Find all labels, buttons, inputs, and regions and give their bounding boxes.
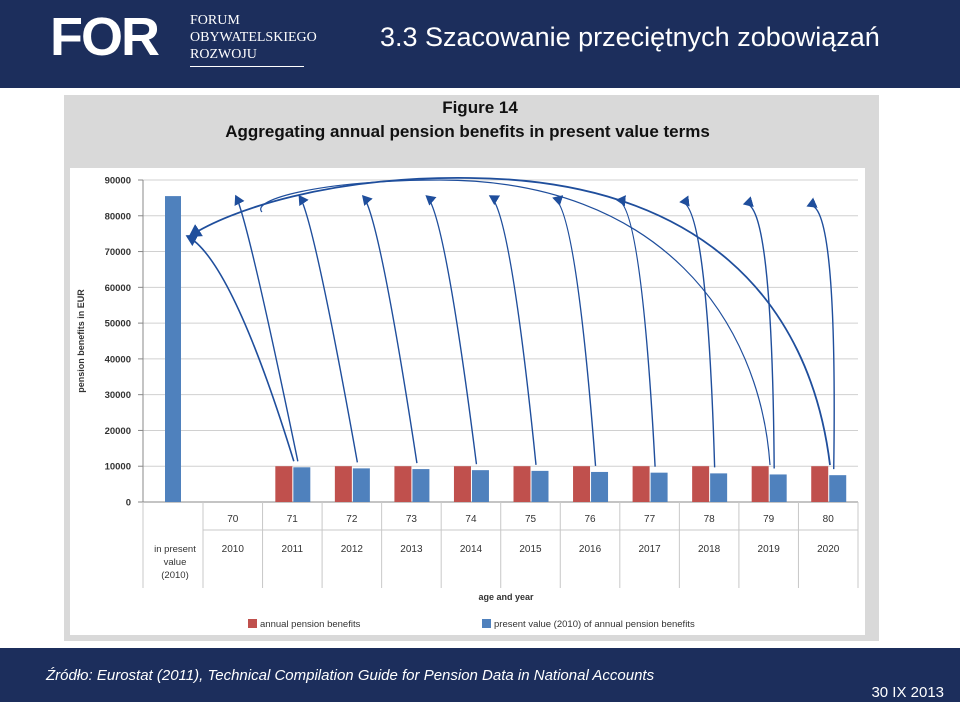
y-tick-label: 70000 xyxy=(105,247,131,258)
year-label: 2016 xyxy=(579,544,602,555)
header: FOR FORUM OBYWATELSKIEGO ROZWOJU 3.3 Sza… xyxy=(0,0,960,88)
year-label: 2012 xyxy=(341,544,364,555)
bar-present xyxy=(769,474,787,502)
discount-arrow xyxy=(488,195,537,465)
year-label: 2020 xyxy=(817,544,840,555)
slide-date: 30 IX 2013 xyxy=(871,684,944,701)
figure-title-text: Aggregating annual pension benefits in p… xyxy=(225,122,710,141)
year-label: 2014 xyxy=(460,544,483,555)
bar-present xyxy=(471,470,489,502)
category-label-present-value: value xyxy=(164,557,187,568)
discount-arrow xyxy=(806,197,835,470)
discount-arrow xyxy=(361,194,418,464)
age-label: 76 xyxy=(584,514,596,525)
age-label: 72 xyxy=(346,514,358,525)
discount-arrow xyxy=(552,195,597,467)
bar-annual xyxy=(513,466,531,502)
source-note: Źródło: Eurostat (2011), Technical Compi… xyxy=(46,667,655,684)
legend-label-present: present value (2010) of annual pension b… xyxy=(494,619,695,630)
y-tick-label: 90000 xyxy=(105,176,131,187)
year-label: 2017 xyxy=(638,544,661,555)
bar-annual xyxy=(394,466,412,502)
bar-annual xyxy=(751,466,769,502)
bar-present xyxy=(710,473,728,502)
y-tick-label: 80000 xyxy=(105,211,131,222)
age-label: 71 xyxy=(287,514,299,525)
bar-annual xyxy=(632,466,650,502)
age-label: 73 xyxy=(406,514,418,525)
bar-present-value-total xyxy=(165,196,181,502)
category-label-present-value: (2010) xyxy=(161,570,188,581)
legend-swatch-annual xyxy=(248,619,257,628)
bar-annual xyxy=(334,466,352,502)
y-tick-label: 10000 xyxy=(105,462,131,473)
discount-arrow xyxy=(185,234,295,462)
discount-arrow xyxy=(742,196,775,469)
y-tick-label: 50000 xyxy=(105,319,131,330)
y-tick-label: 20000 xyxy=(105,426,131,437)
logo-line-1: FORUM xyxy=(190,13,240,28)
year-label: 2018 xyxy=(698,544,721,555)
figure-label: Figure 14 xyxy=(0,98,960,118)
bar-present xyxy=(531,470,549,502)
age-label: 80 xyxy=(823,514,835,525)
logo-line-2: OBYWATELSKIEGO xyxy=(190,30,317,45)
slide-title: 3.3 Szacowanie przeciętnych zobowiązań xyxy=(380,22,880,52)
age-label: 77 xyxy=(644,514,656,525)
discount-arrow xyxy=(298,194,359,463)
age-label: 75 xyxy=(525,514,537,525)
discount-arrow xyxy=(425,195,478,465)
bar-present xyxy=(829,475,847,502)
bar-annual xyxy=(811,466,829,502)
legend-swatch-present xyxy=(482,619,491,628)
discount-arrow xyxy=(615,195,656,467)
bar-present xyxy=(591,471,609,502)
bar-present xyxy=(293,467,311,502)
year-label: 2013 xyxy=(400,544,423,555)
y-axis-label: pension benefits in EUR xyxy=(76,289,86,393)
for-logo[interactable]: FOR FORUM OBYWATELSKIEGO ROZWOJU xyxy=(50,7,317,70)
y-tick-label: 0 xyxy=(126,498,131,509)
figure-title: Aggregating annual pension benefits in p… xyxy=(0,122,935,142)
bar-present xyxy=(412,469,430,502)
age-label: 78 xyxy=(704,514,716,525)
year-label: 2010 xyxy=(222,544,245,555)
year-label: 2019 xyxy=(758,544,781,555)
y-tick-label: 30000 xyxy=(105,390,131,401)
bar-annual xyxy=(275,466,293,502)
figure-label-text: Figure 14 xyxy=(442,98,518,117)
logo-line-3: ROZWOJU xyxy=(190,47,257,62)
aggregate-arrow xyxy=(188,177,831,466)
y-tick-label: 40000 xyxy=(105,354,131,365)
bar-present xyxy=(352,468,370,502)
bar-annual xyxy=(692,466,710,502)
bar-present xyxy=(650,472,668,502)
logo-mark: FOR xyxy=(50,7,160,67)
bar-annual xyxy=(573,466,591,502)
discount-arrow xyxy=(679,195,716,468)
logo-text: FORUM OBYWATELSKIEGO ROZWOJU xyxy=(190,12,317,63)
aggregate-arc xyxy=(260,179,771,466)
category-label-present-value: in present xyxy=(154,544,196,555)
age-label: 74 xyxy=(465,514,477,525)
discount-arrow xyxy=(234,194,299,462)
logo-rule xyxy=(190,66,304,67)
year-label: 2015 xyxy=(519,544,542,555)
x-axis-label: age and year xyxy=(478,592,534,602)
y-tick-label: 60000 xyxy=(105,283,131,294)
age-label: 70 xyxy=(227,514,239,525)
year-label: 2011 xyxy=(282,544,304,555)
age-label: 79 xyxy=(763,514,775,525)
bar-annual xyxy=(453,466,471,502)
legend-label-annual: annual pension benefits xyxy=(260,619,361,630)
